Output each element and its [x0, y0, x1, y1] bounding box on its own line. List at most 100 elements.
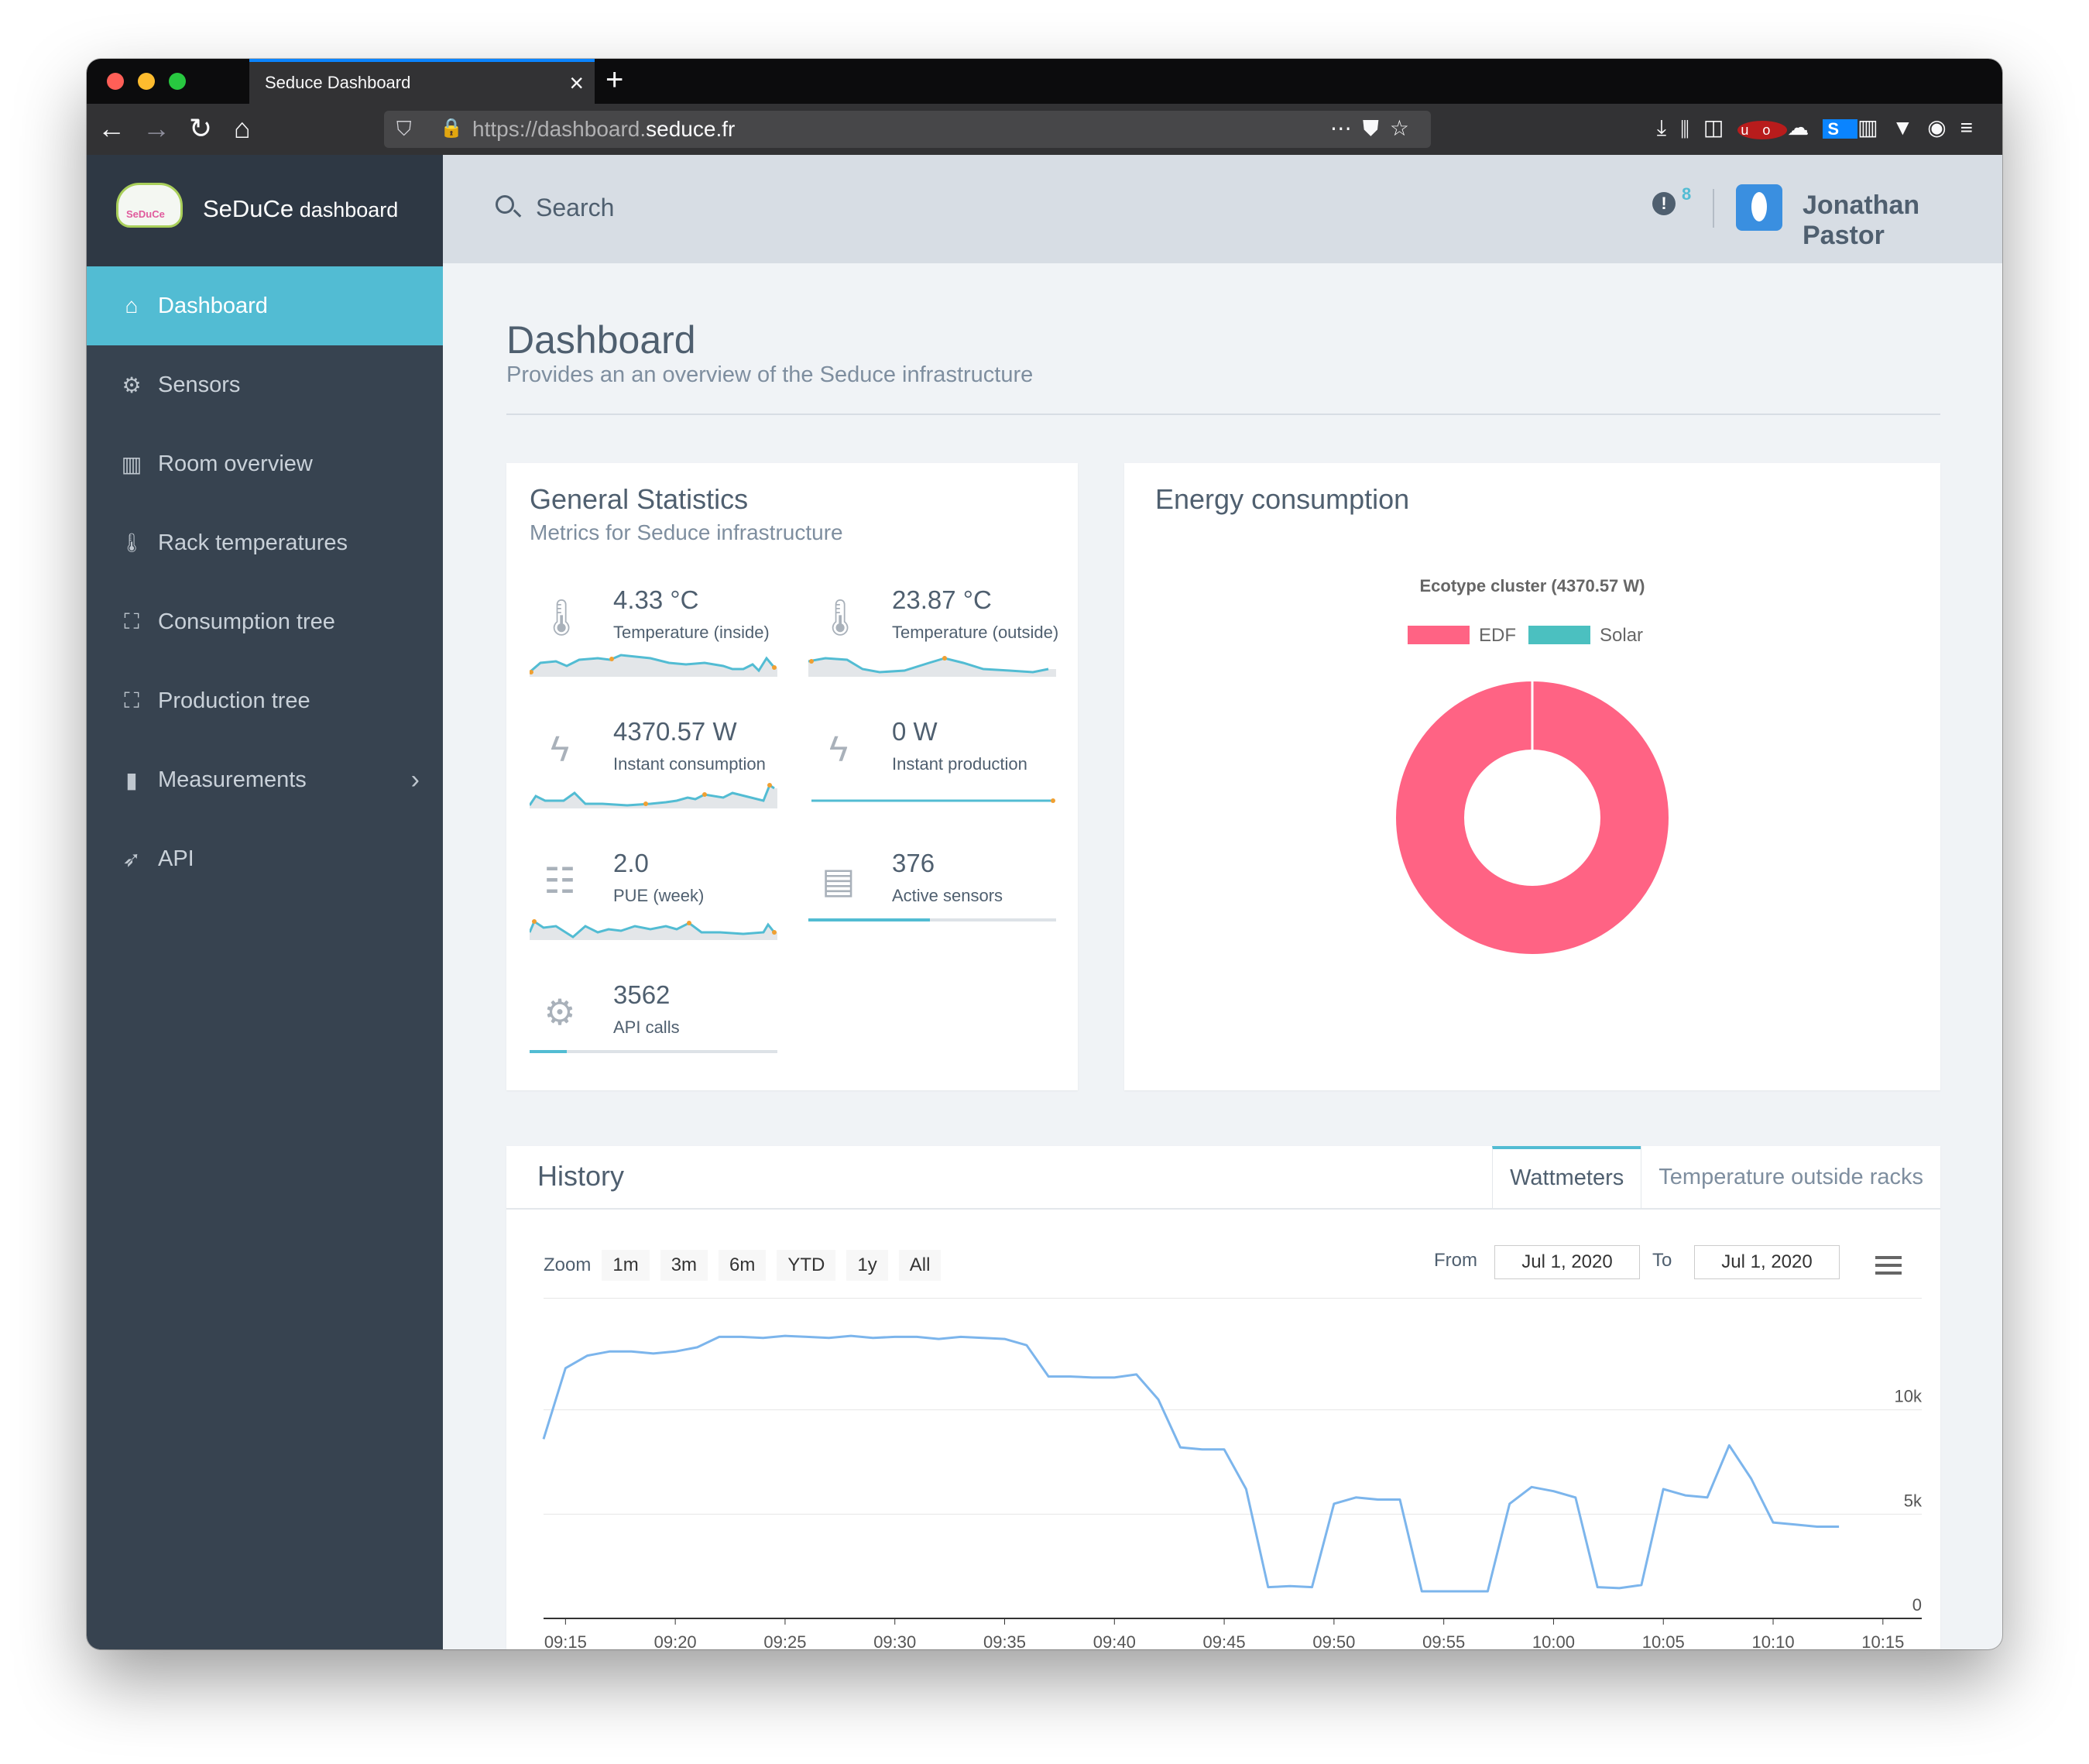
zoom-3m-button[interactable]: 3m	[660, 1250, 708, 1281]
header-divider	[1713, 189, 1714, 228]
maximize-window-button[interactable]	[169, 73, 186, 90]
page-subtitle: Provides an an overview of the Seduce in…	[506, 362, 1034, 387]
sparkline	[811, 798, 1055, 803]
stat-label: PUE (week)	[613, 886, 705, 905]
zoom-ytd-button[interactable]: YTD	[777, 1250, 836, 1281]
browser-tab[interactable]: Seduce Dashboard ×	[249, 59, 595, 104]
y-tick-label: 0	[1912, 1595, 1922, 1615]
stat-value: 23.87 °C	[892, 585, 992, 614]
seduce-logo: SeDuCe	[116, 183, 183, 228]
donut-chart[interactable]: Ecotype cluster (4370.57 W) EDF Solar	[1124, 541, 1940, 1083]
brand[interactable]: SeDuCe SeDuCe dashboard	[87, 155, 443, 266]
forward-icon[interactable]: →	[142, 112, 170, 144]
page-title: Dashboard	[506, 318, 696, 362]
zoom-6m-button[interactable]: 6m	[719, 1250, 767, 1281]
sidebar-item-dashboard[interactable]: ⌂ Dashboard	[87, 266, 443, 345]
notification-icon[interactable]: !	[1652, 192, 1676, 215]
sidebar-item-label: Sensors	[158, 372, 241, 397]
zoom-1m-button[interactable]: 1m	[602, 1250, 650, 1281]
tab-wattmeters[interactable]: Wattmeters	[1492, 1146, 1641, 1208]
sidebar-item-api[interactable]: ➶ API	[87, 819, 443, 898]
chart-menu-icon[interactable]	[1875, 1256, 1902, 1279]
reload-icon[interactable]: ↻	[189, 112, 213, 144]
sidebar-item-label: Dashboard	[158, 293, 268, 318]
stat-instant-consumption: ϟ 4370.57 W Instant consumption	[530, 711, 777, 819]
pie-slices[interactable]	[1396, 681, 1669, 954]
stat-value: 4.33 °C	[613, 585, 699, 614]
legend-swatch-edf[interactable]	[1408, 626, 1470, 644]
brand-title: SeDuCe dashboard	[203, 195, 399, 222]
thermometer-icon: 🌡	[539, 597, 585, 637]
minimize-window-button[interactable]	[138, 73, 155, 90]
chart-title: Ecotype cluster (4370.57 W)	[1419, 576, 1645, 595]
sidebar-item-label: Room overview	[158, 451, 313, 476]
x-tick-label: 09:20	[654, 1632, 697, 1649]
browser-tab-title: Seduce Dashboard	[265, 73, 411, 92]
chart-legend[interactable]: EDF Solar	[1408, 625, 1643, 646]
sidebar-item-measurements[interactable]: ▮ Measurements ›	[87, 740, 443, 819]
stat-pue-week: ☷ 2.0 PUE (week)	[530, 843, 777, 951]
legend-swatch-solar[interactable]	[1528, 626, 1590, 644]
browser-navbar: ← → ↻ ⌂ ⛉ 🔒 https://dashboard.seduce.fr …	[87, 104, 2002, 155]
sidebar-item-rack-temperatures[interactable]: 🌡 Rack temperatures	[87, 503, 443, 582]
sidebar-item-consumption-tree[interactable]: ⛶ Consumption tree	[87, 582, 443, 661]
stat-label: Active sensors	[892, 886, 1003, 905]
back-icon[interactable]: ←	[98, 112, 125, 144]
thermometer-icon: 🌡	[119, 532, 144, 554]
new-tab-icon[interactable]: +	[605, 63, 624, 97]
tracking-shield-icon[interactable]: ⛉	[396, 117, 412, 140]
stat-value: 376	[892, 849, 935, 877]
stat-label: Temperature (outside)	[892, 623, 1059, 642]
extension-s-icon[interactable]: S	[1823, 119, 1858, 139]
sitemap-icon: ⛶	[124, 609, 139, 633]
avatar[interactable]	[1736, 184, 1782, 231]
browser-toolbar-icons[interactable]: ⤓⫴◫ uo ☁ S ▥▼◉≡	[1656, 115, 1987, 139]
sparkline	[808, 656, 1056, 677]
search-input[interactable]: Search	[536, 194, 615, 221]
close-window-button[interactable]	[107, 73, 124, 90]
thermometer-icon: 🌡	[818, 597, 863, 637]
x-tick-label: 09:50	[1312, 1632, 1355, 1649]
progress-fill	[808, 918, 930, 921]
search-icon[interactable]	[496, 195, 514, 214]
zoom-label: Zoom	[544, 1254, 592, 1275]
sidebar-item-room-overview[interactable]: ▥ Room overview	[87, 424, 443, 503]
sidebar-item-sensors[interactable]: ⚙ Sensors	[87, 345, 443, 424]
lock-icon[interactable]: 🔒	[440, 118, 463, 139]
sidebar-item-production-tree[interactable]: ⛶ Production tree	[87, 661, 443, 740]
stat-temperature-outside: 🌡 23.87 °C Temperature (outside)	[808, 579, 1059, 688]
zoom-1y-button[interactable]: 1y	[846, 1250, 888, 1281]
x-tick-label: 10:10	[1752, 1632, 1795, 1649]
legend-label-edf[interactable]: EDF	[1479, 625, 1516, 646]
card-title: History	[537, 1160, 625, 1192]
card-title: Energy consumption	[1155, 483, 1410, 515]
x-tick-label: 10:05	[1642, 1632, 1685, 1649]
stat-label: Instant consumption	[613, 754, 766, 774]
legend-label-solar[interactable]: Solar	[1600, 625, 1643, 646]
cogs-icon: ⚙	[544, 992, 576, 1032]
wattmeters-series-line[interactable]	[542, 1334, 1840, 1593]
from-label: From	[1434, 1250, 1477, 1271]
tab-temperature-outside-racks[interactable]: Temperature outside racks	[1641, 1146, 1940, 1208]
close-tab-icon[interactable]: ×	[569, 69, 584, 97]
ublock-icon[interactable]: uo	[1737, 121, 1788, 139]
from-date-input[interactable]: Jul 1, 2020	[1494, 1245, 1640, 1279]
x-tick-label: 09:55	[1422, 1632, 1465, 1649]
user-name[interactable]: Jonathan Pastor	[1803, 190, 1920, 250]
stat-label: Instant production	[892, 754, 1027, 774]
stat-value: 2.0	[613, 849, 649, 877]
y-axis-ticks: 0 5k 10k	[1895, 1387, 1923, 1615]
notification-count[interactable]: 8	[1682, 184, 1692, 204]
zoom-all-button[interactable]: All	[898, 1250, 942, 1281]
tabs-divider	[506, 1208, 1940, 1210]
url-bar[interactable]: ⛉ 🔒 https://dashboard.seduce.fr ⋯⛊☆	[384, 111, 1431, 148]
page-actions[interactable]: ⋯⛊☆	[1329, 116, 1420, 140]
map-icon: ▥	[121, 451, 142, 476]
chart-series[interactable]	[542, 1334, 1840, 1593]
stat-api-calls: ⚙ 3562 API calls	[530, 974, 777, 1083]
to-date-input[interactable]: Jul 1, 2020	[1694, 1245, 1840, 1279]
history-card: History Wattmeters Temperature outside r…	[506, 1146, 1940, 1649]
home-icon[interactable]: ⌂	[234, 112, 251, 144]
url-text[interactable]: https://dashboard.seduce.fr	[472, 117, 736, 141]
